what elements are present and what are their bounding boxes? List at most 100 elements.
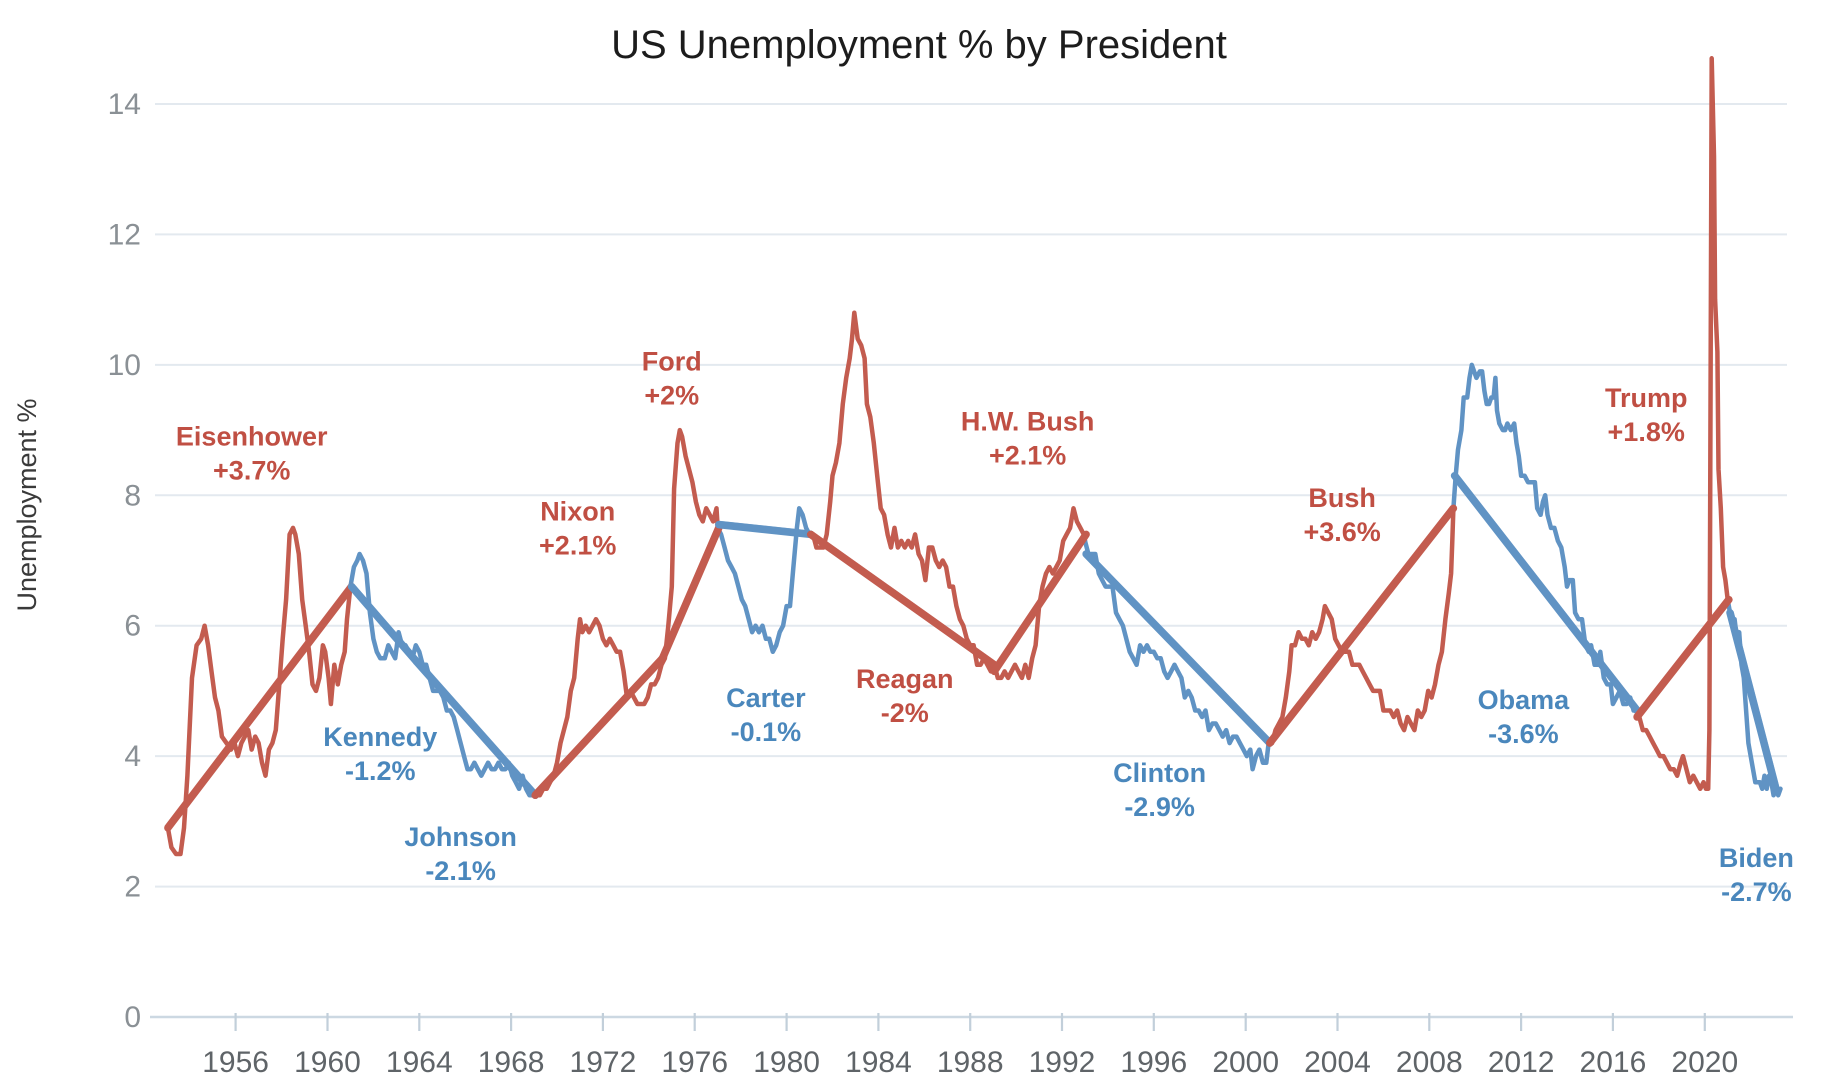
unemployment-line-Nixon-Ford xyxy=(530,427,720,798)
president-label-Bush: Bush +3.6% xyxy=(1303,483,1380,547)
president-label-Ford: Ford +2% xyxy=(642,347,702,411)
trend-line-echo-Carter xyxy=(717,520,813,533)
president-name-Kennedy: Kennedy xyxy=(323,722,437,752)
y-tick-label-6: 6 xyxy=(124,610,141,643)
y-tick-label-12: 12 xyxy=(108,218,141,251)
trend-line-Carter xyxy=(715,520,815,539)
gridlines xyxy=(155,103,1787,888)
x-tick-label-1996: 1996 xyxy=(1120,1046,1187,1079)
trend-line-echo-Clinton xyxy=(1086,550,1273,743)
unemployment-line-Bush xyxy=(1266,506,1456,746)
president-change-Obama: -3.6% xyxy=(1488,719,1559,749)
x-tick-label-2004: 2004 xyxy=(1304,1046,1371,1079)
trend-line-Bush xyxy=(1266,504,1458,747)
president-label-Biden: Biden -2.7% xyxy=(1719,843,1794,907)
president-name-Johnson: Johnson xyxy=(404,822,517,852)
trend-line-H.W. Bush xyxy=(990,530,1090,676)
trend-line-echo-Biden xyxy=(1731,610,1780,790)
x-tick-label-2012: 2012 xyxy=(1488,1046,1555,1079)
x-tick-label-1972: 1972 xyxy=(570,1046,637,1079)
president-name-Eisenhower: Eisenhower xyxy=(176,422,328,452)
trend-line-echo-Reagan xyxy=(811,530,998,664)
president-label-Nixon: Nixon +2.1% xyxy=(539,497,616,561)
president-labels: Eisenhower +3.7% Kennedy -1.2% Johnson -2.1% N… xyxy=(176,347,1794,907)
president-name-Trump: Trump xyxy=(1605,383,1688,413)
president-name-Nixon: Nixon xyxy=(540,497,615,527)
president-name-Bush: Bush xyxy=(1308,483,1376,513)
president-name-Obama: Obama xyxy=(1478,685,1571,715)
president-change-Clinton: -2.9% xyxy=(1124,792,1195,822)
trend-line-Ford xyxy=(658,524,723,663)
trend-line-Eisenhower xyxy=(164,582,356,832)
x-tick-label-2016: 2016 xyxy=(1580,1046,1647,1079)
x-axis xyxy=(150,1013,1793,1031)
president-label-Kennedy: Kennedy -1.2% xyxy=(323,722,437,786)
president-change-Nixon: +2.1% xyxy=(539,531,616,561)
trend-line-Obama xyxy=(1450,471,1641,715)
president-label-Obama: Obama -3.6% xyxy=(1478,685,1571,749)
chart-title: US Unemployment % by President xyxy=(611,23,1227,67)
x-tick-label-1956: 1956 xyxy=(202,1046,269,1079)
x-tick-label-2020: 2020 xyxy=(1671,1046,1738,1079)
trend-line-echo-Trump xyxy=(1633,596,1728,717)
y-tick-label-2: 2 xyxy=(124,871,141,904)
president-change-Biden: -2.7% xyxy=(1721,877,1792,907)
unemployment-line-Carter xyxy=(715,506,812,655)
x-tick-label-1964: 1964 xyxy=(386,1046,453,1079)
y-tick-label-14: 14 xyxy=(108,88,141,121)
y-tick-labels: 0 2 4 6 8 10 12 14 xyxy=(108,88,141,1034)
trend-line-echo-Kennedy xyxy=(352,583,420,661)
trend-line-echo-Obama xyxy=(1455,472,1641,710)
y-tick-label-4: 4 xyxy=(124,740,141,773)
y-tick-label-0: 0 xyxy=(124,1001,141,1034)
president-change-H.W. Bush: +2.1% xyxy=(989,441,1066,471)
president-change-Ford: +2% xyxy=(644,381,699,411)
x-tick-label-1984: 1984 xyxy=(845,1046,912,1079)
trend-line-Reagan xyxy=(806,530,999,669)
president-name-Clinton: Clinton xyxy=(1113,758,1206,788)
trend-line-echo-Bush xyxy=(1266,505,1453,743)
y-tick-label-8: 8 xyxy=(124,479,141,512)
x-tick-label-1980: 1980 xyxy=(753,1046,820,1079)
president-change-Bush: +3.6% xyxy=(1303,517,1380,547)
x-tick-label-1988: 1988 xyxy=(937,1046,1004,1079)
president-name-Carter: Carter xyxy=(726,683,806,713)
x-tick-labels: 1956 1960 1964 1968 1972 1976 1980 1984 1988 1992… xyxy=(202,1046,1738,1079)
president-label-Johnson: Johnson -2.1% xyxy=(404,822,517,886)
unemployment-line-Trump xyxy=(1633,56,1730,792)
president-label-H.W. Bush: H.W. Bush +2.1% xyxy=(961,407,1095,471)
president-label-Reagan: Reagan -2% xyxy=(856,664,954,728)
president-label-Clinton: Clinton -2.9% xyxy=(1113,758,1206,822)
trend-line-Nixon xyxy=(531,654,667,800)
trend-line-Johnson xyxy=(412,657,539,800)
president-name-Ford: Ford xyxy=(642,347,702,377)
y-tick-label-10: 10 xyxy=(108,349,141,382)
x-tick-label-1976: 1976 xyxy=(661,1046,728,1079)
trend-line-Trump xyxy=(1633,595,1733,721)
president-label-Trump: Trump +1.8% xyxy=(1605,383,1688,447)
president-label-Eisenhower: Eisenhower +3.7% xyxy=(176,422,328,486)
x-tick-label-2008: 2008 xyxy=(1396,1046,1463,1079)
president-change-Reagan: -2% xyxy=(881,698,929,728)
trend-line-Kennedy xyxy=(347,582,421,666)
trend-line-echo-H.W. Bush xyxy=(990,531,1085,671)
president-name-H.W. Bush: H.W. Bush xyxy=(961,407,1095,437)
president-change-Carter: -0.1% xyxy=(731,717,802,747)
x-tick-label-1992: 1992 xyxy=(1029,1046,1096,1079)
president-name-Biden: Biden xyxy=(1719,843,1794,873)
unemployment-line-Clinton xyxy=(1082,538,1271,772)
unemployment-line-Eisenhower xyxy=(165,525,353,857)
president-change-Trump: +1.8% xyxy=(1608,417,1685,447)
x-tick-label-2000: 2000 xyxy=(1212,1046,1279,1079)
president-label-Carter: Carter -0.1% xyxy=(726,683,806,747)
y-axis-title: Unemployment % xyxy=(12,398,42,611)
trend-line-echo-Ford xyxy=(658,525,718,659)
trend-line-echo-Johnson xyxy=(417,658,539,795)
x-tick-label-1968: 1968 xyxy=(478,1046,545,1079)
trend-line-echo-Eisenhower xyxy=(164,583,351,828)
trend-line-Clinton xyxy=(1082,550,1274,747)
president-trend-lines xyxy=(164,471,1780,832)
president-change-Kennedy: -1.2% xyxy=(345,756,416,786)
